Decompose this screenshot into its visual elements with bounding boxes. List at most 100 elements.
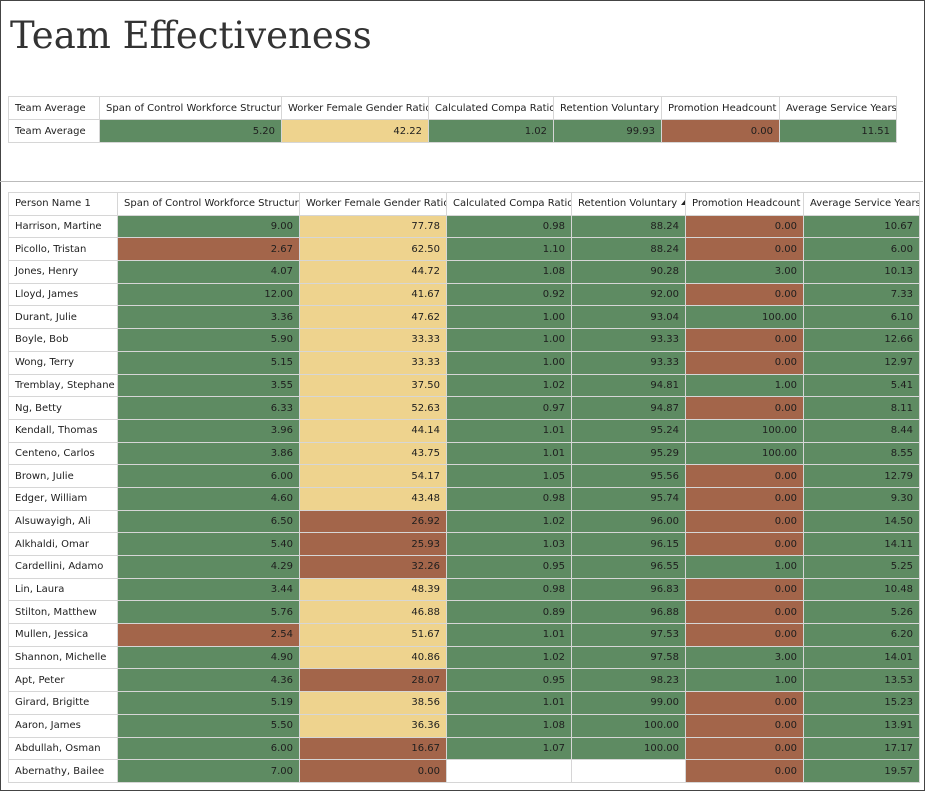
data-row: Durant, Julie 3.36 47.62 1.00 93.04 100.00 6.1… [8, 305, 920, 330]
column-header[interactable]: Person Name 1 [8, 192, 118, 216]
column-header[interactable]: Average Service Years [803, 192, 920, 216]
cell: 96.15 [571, 532, 686, 556]
row-label: Aaron, James [8, 713, 118, 738]
header-text: Retention Voluntary [578, 198, 685, 209]
row-label: Shannon, Michelle [8, 645, 118, 670]
row-label: Cardellini, Adamo [8, 555, 118, 579]
cell: 93.33 [571, 328, 686, 352]
cell: 1.02 [446, 645, 572, 670]
column-header: Worker Female Gender Ratio [281, 96, 429, 120]
cell: 0.98 [446, 214, 572, 239]
row-label: Tremblay, Stephane [8, 373, 118, 398]
column-header[interactable]: Calculated Compa Ratio [446, 192, 572, 216]
cell: 16.67 [299, 736, 447, 761]
data-row: Shannon, Michelle 4.90 40.86 1.02 97.58 3.00 1… [8, 645, 920, 670]
row-label: Harrison, Martine [8, 214, 118, 239]
column-header[interactable]: Span of Control Workforce Structure [117, 192, 300, 216]
row-label: Lloyd, James [8, 282, 118, 307]
cell: 43.75 [299, 441, 447, 466]
cell: 14.50 [803, 509, 920, 534]
cell: 3.00 [685, 260, 804, 284]
cell: 0.00 [685, 577, 804, 602]
row-label: Mullen, Jessica [8, 623, 118, 647]
cell: 90.28 [571, 260, 686, 284]
row-label: Abdullah, Osman [8, 736, 118, 761]
column-header: Calculated Compa Ratio [428, 96, 554, 120]
cell: 99.00 [571, 691, 686, 715]
header-row: Person Name 1 Span of Control Workforce S… [8, 192, 920, 216]
cell: 1.08 [446, 713, 572, 738]
cell: 12.97 [803, 350, 920, 375]
row-label: Lin, Laura [8, 577, 118, 602]
cell: 5.19 [117, 691, 300, 715]
cell: 5.90 [117, 328, 300, 352]
cell: 1.00 [685, 668, 804, 693]
cell: 96.55 [571, 555, 686, 579]
cell: 9.00 [117, 214, 300, 239]
column-header[interactable]: Retention Voluntary [571, 192, 686, 216]
header-row: Team Average Span of Control Workforce St… [8, 96, 897, 120]
cell: 0.00 [685, 396, 804, 420]
cell: 95.74 [571, 486, 686, 511]
cell: 1.02 [446, 509, 572, 534]
header-text: Retention Voluntary [560, 102, 660, 114]
header-text: Promotion Headcount [668, 102, 777, 114]
cell: 5.76 [117, 600, 300, 625]
cell: 5.50 [117, 713, 300, 738]
cell: 0.00 [685, 713, 804, 738]
cell: 0.00 [685, 328, 804, 352]
cell: 0.00 [685, 600, 804, 625]
data-row: Harrison, Martine 9.00 77.78 0.98 88.24 0.00 1… [8, 214, 920, 239]
row-label: Edger, William [8, 486, 118, 511]
cell: 14.01 [803, 645, 920, 670]
cell: 62.50 [299, 237, 447, 262]
row-label: Team Average [8, 119, 100, 143]
cell: 43.48 [299, 486, 447, 511]
cell: 1.05 [446, 464, 572, 488]
cell: 6.33 [117, 396, 300, 420]
row-label: Girard, Brigitte [8, 691, 118, 715]
cell: 4.60 [117, 486, 300, 511]
cell: 97.53 [571, 623, 686, 647]
column-header[interactable]: Worker Female Gender Ratio [299, 192, 447, 216]
cell: 1.03 [446, 532, 572, 556]
cell: 0.00 [685, 691, 804, 715]
data-row: Kendall, Thomas 3.96 44.14 1.01 95.24 100.00 8… [8, 418, 920, 443]
cell: 1.01 [446, 441, 572, 466]
cell: 95.24 [571, 418, 686, 443]
cell: 6.20 [803, 623, 920, 647]
row-label: Alsuwayigh, Ali [8, 509, 118, 534]
row-label: Kendall, Thomas [8, 418, 118, 443]
data-row: Aaron, James 5.50 36.36 1.08 100.00 0.00 13.91 [8, 713, 920, 738]
header-text: Promotion Headcount [692, 198, 801, 210]
column-header[interactable]: Promotion Headcount [685, 192, 804, 216]
data-row: Cardellini, Adamo 4.29 32.26 0.95 96.55 1.00 5… [8, 555, 920, 579]
cell: 1.02 [446, 373, 572, 398]
cell: 12.00 [117, 282, 300, 307]
row-label: Alkhaldi, Omar [8, 532, 118, 556]
cell: 7.33 [803, 282, 920, 307]
cell: 1.01 [446, 418, 572, 443]
data-row: Edger, William 4.60 43.48 0.98 95.74 0.00 9.30 [8, 486, 920, 511]
row-label: Boyle, Bob [8, 328, 118, 352]
cell: 26.92 [299, 509, 447, 534]
cell: 3.36 [117, 305, 300, 330]
cell: 44.72 [299, 260, 447, 284]
cell: 8.44 [803, 418, 920, 443]
cell: 6.00 [117, 464, 300, 488]
cell: 100.00 [571, 713, 686, 738]
cell: 12.66 [803, 328, 920, 352]
cell: 0.00 [685, 759, 804, 783]
header-text: Worker Female Gender Ratio [288, 102, 429, 114]
cell: 0.98 [446, 577, 572, 602]
cell: 3.55 [117, 373, 300, 398]
person-table: Person Name 1 Span of Control Workforce S… [8, 192, 920, 783]
header-text: Person Name 1 [15, 198, 91, 210]
row-label: Centeno, Carlos [8, 441, 118, 466]
cell: 94.81 [571, 373, 686, 398]
row-label: Durant, Julie [8, 305, 118, 330]
cell: 32.26 [299, 555, 447, 579]
cell: 4.29 [117, 555, 300, 579]
data-row: Team Average 5.20 42.22 1.02 99.93 0.00 11.51 [8, 119, 897, 143]
cell: 0.00 [685, 237, 804, 262]
